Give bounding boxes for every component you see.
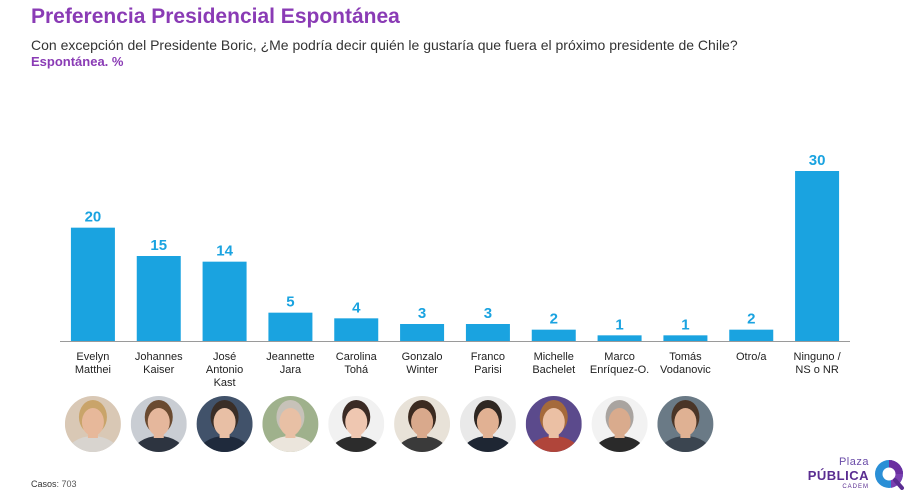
data-label: 20 [85,209,102,226]
cases-value: : 703 [56,479,77,489]
logo-mark-icon [875,460,904,490]
data-label: 2 [747,311,755,328]
x-tick-label: Gonzalo Winter [402,351,443,376]
portrait-shoulders [66,436,119,452]
unit-label: Espontánea. % [31,54,124,69]
bar [531,329,576,341]
portrait-face [345,408,368,436]
portrait-face [608,408,631,436]
portrait-shoulders [659,436,712,452]
candidate-portrait [64,396,121,452]
x-tick-label: Carolina Tohá [336,351,378,376]
cases-label: Casos [31,479,57,489]
data-label: 2 [550,311,558,328]
candidate-portrait [394,396,451,452]
portrait-shoulders [264,436,317,452]
bar [70,227,115,341]
x-tick-label: Franco Parisi [471,351,505,376]
x-tick-label: Johannes Kaiser [135,351,183,376]
chart-title: Preferencia Presidencial Espontánea [31,5,400,28]
bar [795,171,840,341]
candidate-portrait [525,396,582,452]
portrait-face [542,408,565,436]
data-label: 15 [150,237,167,254]
bar [334,318,379,341]
data-label: 14 [216,243,233,260]
portrait-shoulders [396,436,449,452]
data-label: 4 [352,299,361,316]
x-tick-label: Michelle Bachelet [532,351,575,376]
portrait-shoulders [330,436,383,452]
data-label: 30 [809,152,826,169]
data-label: 5 [286,294,294,311]
data-label: 3 [484,305,492,322]
portrait-face [213,408,236,436]
x-tick-label: Jeannette Jara [266,351,314,376]
candidate-portrait [196,396,253,452]
candidate-portrait [328,396,385,452]
bar [729,329,774,341]
data-label: 1 [615,316,623,333]
x-tick-label: Tomás Vodanovic [660,351,711,376]
candidate-portrait [591,396,648,452]
candidate-portrait [657,396,714,452]
bar [202,261,247,341]
portrait-shoulders [461,436,514,452]
portrait-shoulders [198,436,251,452]
x-tick-label: Evelyn Matthei [75,351,111,376]
plaza-publica-logo: Plaza PÚBLICA CADEM [808,454,909,492]
cases-count: Casos: 703 [31,479,77,489]
logo-line3: CADEM [842,484,869,490]
portrait-shoulders [527,436,580,452]
logo-line2: PÚBLICA [807,468,869,483]
portrait-face [279,408,302,436]
bar [136,256,181,341]
x-tick-label: Marco Enríquez-O. [590,351,649,376]
data-label: 3 [418,305,426,322]
portrait-face [674,408,697,436]
chart-subtitle: Con excepción del Presidente Boric, ¿Me … [31,37,738,53]
bar [663,335,708,341]
portrait-shoulders [132,436,185,452]
portrait-face [81,408,104,436]
candidate-portrait [130,396,187,452]
x-tick-label: Ninguno / NS o NR [794,351,842,376]
logo-line1: Plaza [838,456,869,468]
bar [597,335,642,341]
bar [268,312,313,341]
portrait-face [476,408,499,436]
portrait-shoulders [593,436,646,452]
candidate-portrait [459,396,516,452]
x-tick-label: José Antonio Kast [206,351,243,389]
portrait-face [147,408,170,436]
bar [400,324,445,341]
bar [465,324,510,341]
candidate-portrait [262,396,319,452]
data-label: 1 [681,316,689,333]
portrait-face [411,408,434,436]
x-tick-label: Otro/a [736,351,767,363]
